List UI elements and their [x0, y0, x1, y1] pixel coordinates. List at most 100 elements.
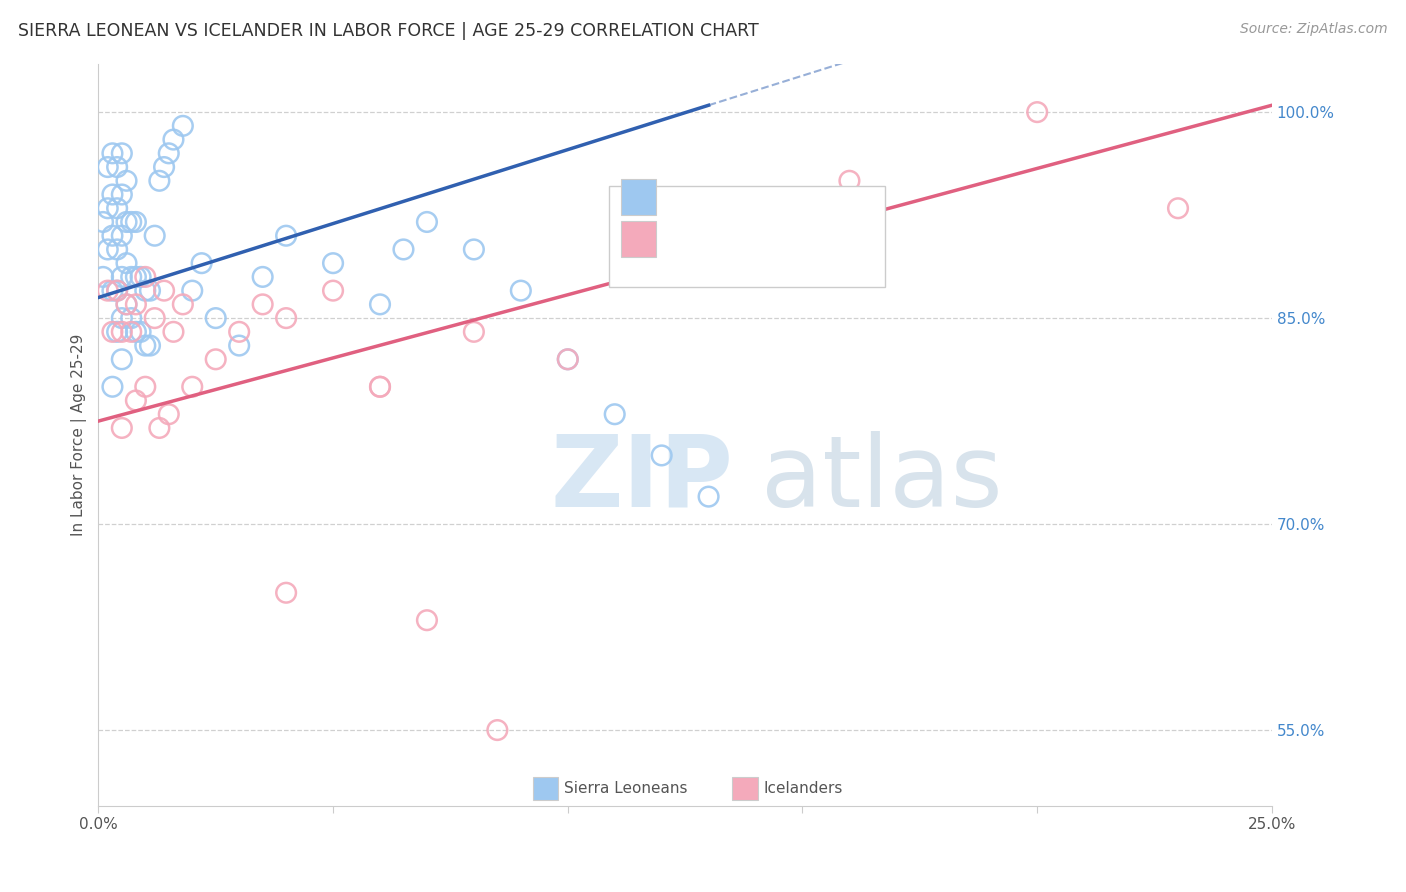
Point — [105, 325, 128, 339]
Point — [91, 269, 114, 284]
Point — [101, 380, 124, 394]
Point — [111, 228, 134, 243]
Point — [101, 325, 124, 339]
Point — [115, 297, 138, 311]
Point — [190, 256, 212, 270]
Point — [115, 215, 138, 229]
Point — [134, 269, 156, 284]
Point — [1026, 105, 1049, 120]
Point — [162, 325, 184, 339]
Point — [172, 297, 194, 311]
Point — [838, 174, 860, 188]
Point — [134, 380, 156, 394]
Point — [172, 119, 194, 133]
Text: R =  0.445: R = 0.445 — [665, 229, 766, 249]
Point — [509, 284, 531, 298]
Point — [204, 352, 226, 367]
Point — [97, 284, 120, 298]
Point — [162, 132, 184, 146]
Point — [157, 146, 180, 161]
Point — [416, 613, 439, 627]
Point — [105, 201, 128, 215]
Point — [274, 228, 297, 243]
Point — [697, 490, 720, 504]
Point — [120, 215, 142, 229]
FancyBboxPatch shape — [620, 221, 655, 257]
Point — [105, 284, 128, 298]
Point — [134, 338, 156, 352]
Point — [463, 325, 485, 339]
Point — [274, 586, 297, 600]
Point — [416, 215, 439, 229]
Text: ZIP: ZIP — [550, 431, 733, 528]
Point — [181, 380, 204, 394]
Point — [153, 160, 176, 174]
Point — [129, 269, 152, 284]
Point — [181, 284, 204, 298]
Point — [111, 325, 134, 339]
Point — [368, 297, 391, 311]
Point — [91, 215, 114, 229]
Point — [101, 146, 124, 161]
Point — [111, 269, 134, 284]
Point — [463, 243, 485, 257]
Point — [105, 243, 128, 257]
Text: Icelanders: Icelanders — [763, 781, 844, 796]
Point — [125, 215, 148, 229]
Point — [120, 325, 142, 339]
Point — [143, 228, 166, 243]
Point — [204, 311, 226, 326]
Point — [101, 228, 124, 243]
Point — [97, 243, 120, 257]
Point — [486, 723, 509, 737]
Point — [125, 393, 148, 408]
Point — [125, 297, 148, 311]
Point — [139, 284, 162, 298]
Point — [697, 228, 720, 243]
Point — [157, 407, 180, 421]
Point — [322, 284, 344, 298]
Text: N = 59: N = 59 — [783, 187, 848, 206]
Point — [111, 352, 134, 367]
Point — [134, 284, 156, 298]
Text: Sierra Leoneans: Sierra Leoneans — [564, 781, 688, 796]
Point — [148, 421, 170, 435]
Point — [148, 174, 170, 188]
FancyBboxPatch shape — [620, 179, 655, 215]
Point — [125, 269, 148, 284]
Point — [97, 201, 120, 215]
Point — [228, 338, 250, 352]
Point — [111, 187, 134, 202]
Point — [252, 269, 274, 284]
Point — [115, 256, 138, 270]
Y-axis label: In Labor Force | Age 25-29: In Labor Force | Age 25-29 — [72, 334, 87, 536]
Point — [111, 421, 134, 435]
FancyBboxPatch shape — [533, 778, 558, 799]
Point — [105, 284, 128, 298]
Point — [651, 449, 673, 463]
Point — [274, 311, 297, 326]
Text: Source: ZipAtlas.com: Source: ZipAtlas.com — [1240, 22, 1388, 37]
Point — [153, 284, 176, 298]
Point — [115, 174, 138, 188]
Point — [1167, 201, 1189, 215]
Point — [125, 325, 148, 339]
Point — [120, 269, 142, 284]
Point — [129, 325, 152, 339]
FancyBboxPatch shape — [733, 778, 758, 799]
Text: N = 34: N = 34 — [783, 229, 848, 249]
Point — [368, 380, 391, 394]
Point — [105, 160, 128, 174]
FancyBboxPatch shape — [609, 186, 884, 286]
Point — [111, 311, 134, 326]
Point — [115, 297, 138, 311]
Point — [557, 352, 579, 367]
Text: R =  0.401: R = 0.401 — [665, 187, 765, 206]
Point — [252, 297, 274, 311]
Point — [603, 407, 626, 421]
Point — [322, 256, 344, 270]
Point — [120, 311, 142, 326]
Point — [101, 187, 124, 202]
Point — [101, 284, 124, 298]
Point — [111, 146, 134, 161]
